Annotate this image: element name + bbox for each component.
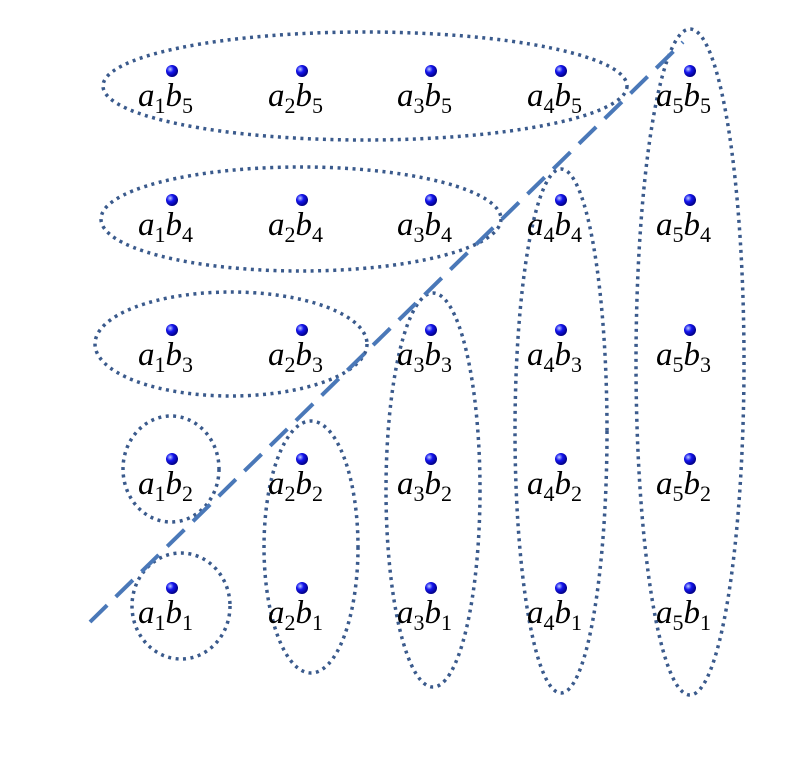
group-outline-a1b1 (130, 551, 232, 661)
group-outline-a3b1-a3b2-a3b3 (384, 291, 482, 689)
point-dot-a2b4 (296, 194, 308, 206)
point-dot-a2b2 (296, 453, 308, 465)
point-dot-a3b1 (425, 582, 437, 594)
point-label-a1b4: a1b4 (138, 207, 193, 247)
point-label-a3b4: a3b4 (397, 207, 452, 247)
point-label-a1b1: a1b1 (138, 595, 193, 635)
point-label-a5b5: a5b5 (656, 78, 711, 118)
point-dot-a5b3 (684, 324, 696, 336)
point-label-a2b2: a2b2 (268, 466, 323, 506)
point-label-a5b3: a5b3 (656, 337, 711, 377)
point-dot-a5b5 (684, 65, 696, 77)
point-dot-a3b3 (425, 324, 437, 336)
point-label-a2b3: a2b3 (268, 337, 323, 377)
point-dot-a4b3 (555, 324, 567, 336)
point-label-a3b5: a3b5 (397, 78, 452, 118)
point-dot-a5b4 (684, 194, 696, 206)
point-label-a3b3: a3b3 (397, 337, 452, 377)
point-label-a5b1: a5b1 (656, 595, 711, 635)
group-outline-a4b1-a4b2-a4b3-a4b4 (513, 167, 609, 695)
point-dot-a3b5 (425, 65, 437, 77)
point-dot-a1b2 (166, 453, 178, 465)
point-dot-a4b4 (555, 194, 567, 206)
point-label-a1b5: a1b5 (138, 78, 193, 118)
point-label-a1b3: a1b3 (138, 337, 193, 377)
point-dot-a5b2 (684, 453, 696, 465)
point-label-a4b1: a4b1 (527, 595, 582, 635)
point-dot-a3b2 (425, 453, 437, 465)
point-dot-a4b5 (555, 65, 567, 77)
point-label-a4b5: a4b5 (527, 78, 582, 118)
point-dot-a4b2 (555, 453, 567, 465)
point-label-a5b4: a5b4 (656, 207, 711, 247)
point-label-a4b4: a4b4 (527, 207, 582, 247)
group-outline-a1b3-a2b3 (93, 290, 369, 398)
group-outline-a1b5-a2b5-a3b5-a4b5 (101, 30, 629, 142)
point-dot-a5b1 (684, 582, 696, 594)
point-label-a3b1: a3b1 (397, 595, 452, 635)
point-label-a5b2: a5b2 (656, 466, 711, 506)
point-label-a4b2: a4b2 (527, 466, 582, 506)
grid-points: a1b1 a2b1 a3b1 a4b1 a5b1 a1b2 a2b2 a3b2 a4b2 a5b2… (138, 65, 711, 635)
point-label-a1b2: a1b2 (138, 466, 193, 506)
point-dot-a1b3 (166, 324, 178, 336)
group-outlines (93, 27, 746, 697)
point-label-a4b3: a4b3 (527, 337, 582, 377)
diagonal-dashed-line (88, 40, 685, 624)
point-dot-a2b5 (296, 65, 308, 77)
group-outline-a1b2 (121, 414, 221, 524)
point-dot-a1b4 (166, 194, 178, 206)
point-dot-a3b4 (425, 194, 437, 206)
point-label-a2b1: a2b1 (268, 595, 323, 635)
point-label-a3b2: a3b2 (397, 466, 452, 506)
point-label-a2b4: a2b4 (268, 207, 323, 247)
group-outline-a2b1-a2b2 (262, 419, 360, 675)
group-outline-a1b4-a2b4-a3b4 (99, 165, 503, 273)
point-dot-a2b3 (296, 324, 308, 336)
point-dot-a4b1 (555, 582, 567, 594)
point-dot-a1b5 (166, 65, 178, 77)
point-dot-a1b1 (166, 582, 178, 594)
point-label-a2b5: a2b5 (268, 78, 323, 118)
group-outline-a5b1-a5b2-a5b3-a5b4-a5b5 (634, 27, 746, 697)
point-dot-a2b1 (296, 582, 308, 594)
